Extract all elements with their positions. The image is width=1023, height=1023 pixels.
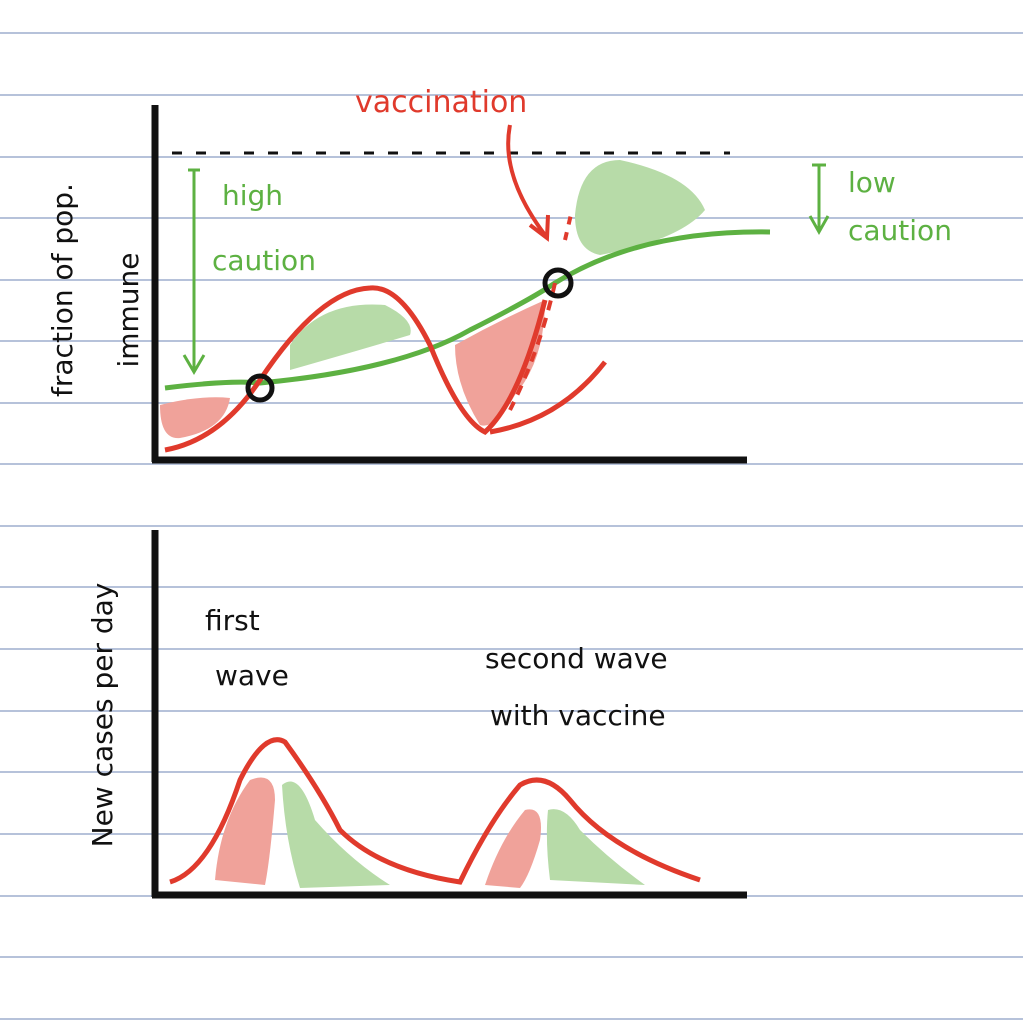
high-caution-arrow xyxy=(182,168,206,375)
red-shade xyxy=(160,397,230,439)
immune-curve xyxy=(164,229,771,391)
high-caution-label: high xyxy=(222,179,283,212)
top-panel: vaccination high caution low caution fra… xyxy=(46,85,952,464)
green-shade xyxy=(575,160,705,255)
dashed-rise xyxy=(563,209,574,241)
first-wave-label: wave xyxy=(215,659,289,692)
y-axis-label: immune xyxy=(112,252,145,367)
low-caution-label: low xyxy=(848,166,896,199)
second-wave-label: with vaccine xyxy=(490,699,666,732)
crossing-marker xyxy=(245,373,275,403)
green-shade xyxy=(290,304,411,370)
y-axis-label: fraction of pop. xyxy=(46,183,79,397)
second-wave-label: second wave xyxy=(485,642,668,675)
red-shade xyxy=(215,777,275,885)
y-axis-label: New cases per day xyxy=(86,583,119,848)
vaccination-arrow xyxy=(506,124,550,242)
red-shade xyxy=(455,300,545,426)
green-shade xyxy=(282,781,390,888)
cases-curve xyxy=(169,737,701,885)
vaccination-label: vaccination xyxy=(355,85,527,120)
low-caution-label: caution xyxy=(848,214,952,247)
red-shade xyxy=(485,809,541,888)
low-caution-arrow xyxy=(808,163,830,236)
high-caution-label: caution xyxy=(212,244,316,277)
bottom-panel: first wave second wave with vaccine New … xyxy=(86,530,747,899)
crossing-marker xyxy=(542,267,574,299)
threshold-curve-vaccine xyxy=(489,360,607,435)
first-wave-label: first xyxy=(205,604,260,637)
green-shade xyxy=(546,809,645,885)
